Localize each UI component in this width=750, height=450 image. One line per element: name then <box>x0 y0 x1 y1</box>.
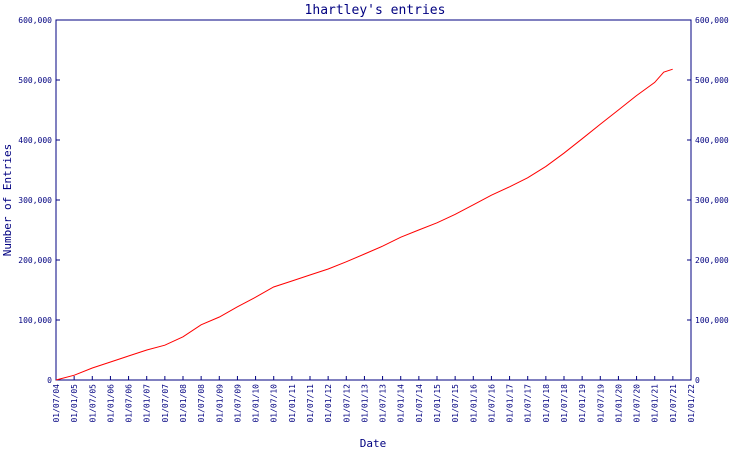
series-line <box>55 68 673 381</box>
x-tick-label: 01/07/04 <box>52 384 61 423</box>
x-tick-label: 01/07/16 <box>487 384 496 423</box>
y-tick-label-left: 100,000 <box>18 316 52 325</box>
x-tick-label: 01/01/11 <box>288 384 297 423</box>
x-tick-label: 01/01/12 <box>324 384 333 423</box>
x-tick-label: 01/07/13 <box>379 384 388 423</box>
y-tick-label-right: 400,000 <box>695 136 729 145</box>
x-tick-label: 01/01/21 <box>651 384 660 423</box>
x-tick-label: 01/01/08 <box>179 384 188 423</box>
x-tick-label: 01/01/05 <box>70 384 79 423</box>
x-tick-label: 01/07/18 <box>560 384 569 423</box>
x-tick-label: 01/07/09 <box>233 384 242 423</box>
x-tick-label: 01/07/11 <box>306 384 315 423</box>
x-tick-label: 01/01/14 <box>397 384 406 423</box>
y-tick-label-left: 300,000 <box>18 196 52 205</box>
x-tick-label: 01/01/06 <box>106 384 115 423</box>
x-tick-label: 01/01/07 <box>143 384 152 423</box>
y-tick-label-left: 500,000 <box>18 76 52 85</box>
x-tick-label: 01/07/21 <box>669 384 678 423</box>
y-tick-label-right: 100,000 <box>695 316 729 325</box>
x-tick-label: 01/07/07 <box>161 384 170 423</box>
x-tick-label: 01/01/16 <box>469 384 478 423</box>
x-tick-label: 01/01/10 <box>252 384 261 423</box>
y-tick-label-left: 200,000 <box>18 256 52 265</box>
x-tick-label: 01/01/15 <box>433 384 442 423</box>
x-tick-label: 01/07/12 <box>342 384 351 423</box>
x-tick-label: 01/07/05 <box>88 384 97 423</box>
y-tick-label-left: 600,000 <box>18 16 52 25</box>
y-tick-label-right: 0 <box>695 376 700 385</box>
x-tick-label: 01/07/19 <box>596 384 605 423</box>
x-tick-label: 01/01/20 <box>614 384 623 423</box>
plot-area <box>55 19 692 381</box>
y-axis-right: 0 100,000 200,000 300,000 400,000 500,000 600,… <box>687 16 729 385</box>
x-tick-label: 01/07/10 <box>270 384 279 423</box>
x-axis: 01/07/04 01/01/05 01/07/05 01/01/06 01/07/06… <box>52 376 696 423</box>
y-tick-label-right: 200,000 <box>695 256 729 265</box>
x-axis-label: Date <box>360 437 387 450</box>
x-tick-label: 01/01/19 <box>578 384 587 423</box>
x-tick-label: 01/01/09 <box>215 384 224 423</box>
x-tick-label: 01/07/17 <box>524 384 533 423</box>
y-axis-left: 0 100,000 200,000 300,000 400,000 500,000 600,… <box>18 16 60 385</box>
x-tick-label: 01/07/20 <box>633 384 642 423</box>
y-axis-label: Number of Entries <box>1 144 14 257</box>
x-tick-label: 01/07/08 <box>197 384 206 423</box>
x-tick-label: 01/07/15 <box>451 384 460 423</box>
y-tick-label-right: 300,000 <box>695 196 729 205</box>
x-tick-label: 01/01/13 <box>360 384 369 423</box>
x-tick-label: 01/01/22 <box>687 384 696 423</box>
x-tick-label: 01/01/18 <box>542 384 551 423</box>
y-tick-label-left: 400,000 <box>18 136 52 145</box>
y-tick-label-left: 0 <box>47 376 52 385</box>
y-tick-label-right: 500,000 <box>695 76 729 85</box>
x-tick-label: 01/07/14 <box>415 384 424 423</box>
chart-title: 1hartley's entries <box>305 3 446 18</box>
x-tick-label: 01/01/17 <box>506 384 515 423</box>
y-tick-label-right: 600,000 <box>695 16 729 25</box>
x-tick-label: 01/07/06 <box>125 384 134 423</box>
